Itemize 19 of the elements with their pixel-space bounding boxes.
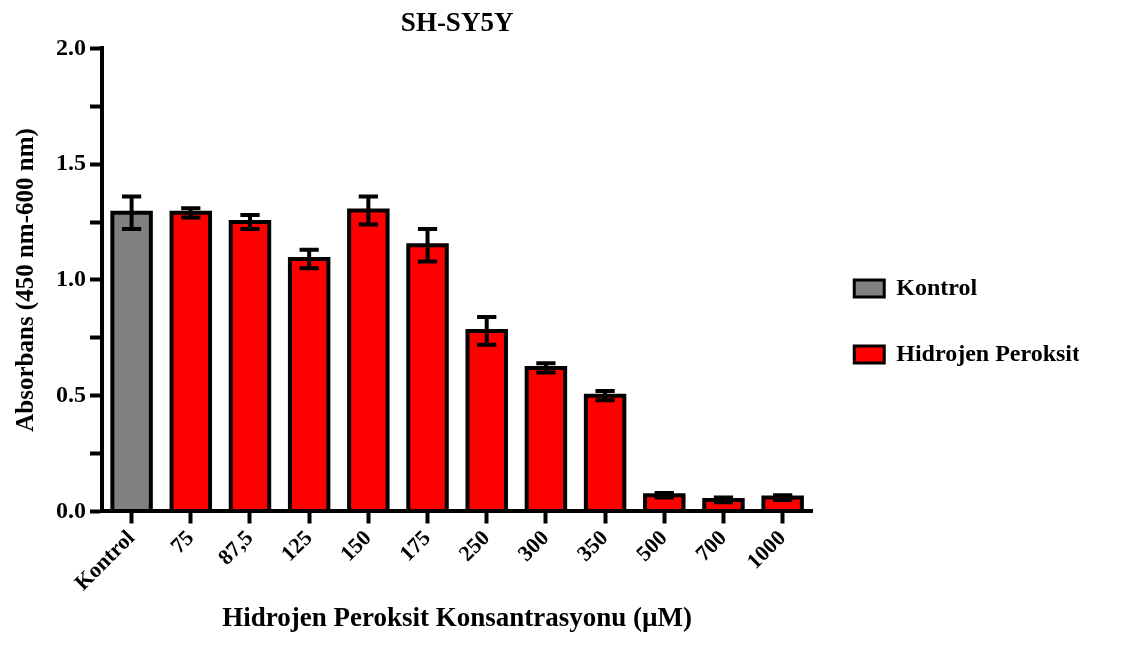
y-tick-label: 0.0 bbox=[56, 496, 86, 523]
chart-title: SH-SY5Y bbox=[400, 7, 514, 38]
x-tick-label: 250 bbox=[453, 524, 495, 566]
x-tick-label: 150 bbox=[334, 524, 376, 566]
y-tick-label: 1.0 bbox=[56, 265, 86, 292]
y-tick-label: 1.5 bbox=[56, 149, 86, 176]
x-tick-label: 75 bbox=[165, 524, 199, 558]
x-tick-label: 87,5 bbox=[212, 524, 258, 570]
x-tick-label: 350 bbox=[571, 524, 613, 566]
x-tick-label: 500 bbox=[630, 524, 672, 566]
y-tick-label: 2.0 bbox=[56, 33, 86, 60]
x-axis-title: Hidrojen Peroksit Konsantrasyonu (µM) bbox=[222, 601, 693, 632]
x-tick-label: 175 bbox=[394, 524, 436, 566]
x-tick-label: 300 bbox=[512, 524, 554, 566]
legend-label: Kontrol bbox=[896, 273, 978, 300]
x-tick-label: 700 bbox=[690, 524, 732, 566]
y-tick-label: 0.5 bbox=[56, 380, 86, 407]
y-axis-title: Absorbans (450 nm-600 nm) bbox=[11, 128, 40, 432]
x-tick-label: 125 bbox=[275, 524, 317, 566]
